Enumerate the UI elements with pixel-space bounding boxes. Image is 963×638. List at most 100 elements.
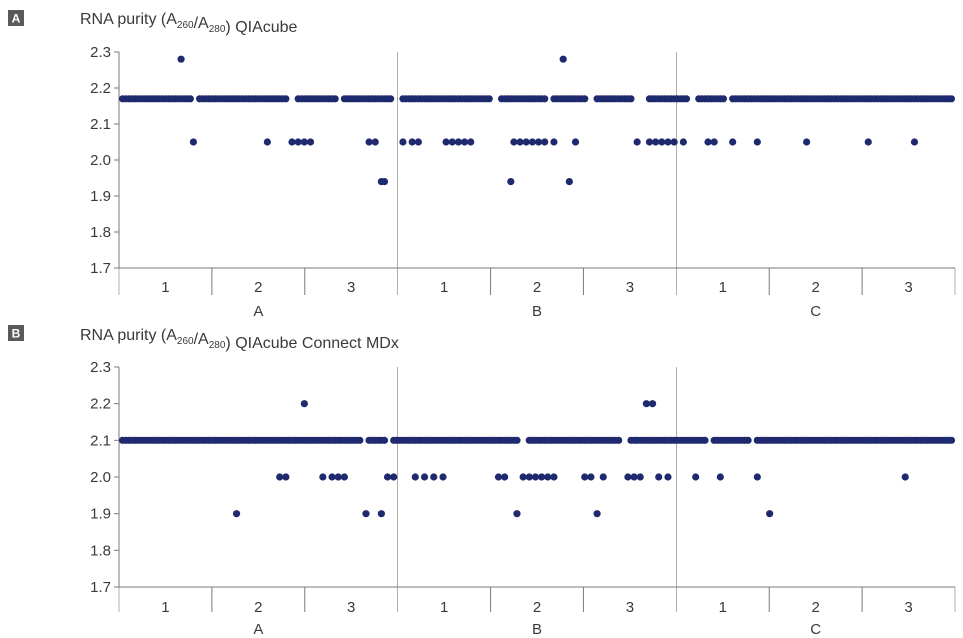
data-point bbox=[753, 138, 761, 146]
data-point bbox=[704, 138, 712, 146]
subgroup-label: 2 bbox=[811, 599, 819, 616]
y-tick-label: 1.7 bbox=[90, 260, 111, 277]
data-point bbox=[803, 138, 811, 146]
data-point bbox=[716, 473, 724, 481]
y-tick-label: 2.3 bbox=[90, 44, 111, 61]
data-point bbox=[430, 473, 438, 481]
data-point bbox=[599, 473, 607, 481]
data-point bbox=[642, 400, 650, 408]
data-point bbox=[682, 95, 691, 103]
data-point bbox=[365, 138, 373, 146]
title-text: /A bbox=[194, 15, 209, 32]
data-point bbox=[541, 95, 549, 103]
data-point bbox=[901, 473, 909, 481]
title-text: /A bbox=[194, 331, 209, 348]
data-point bbox=[186, 95, 194, 103]
subgroup-label: 3 bbox=[626, 599, 634, 616]
data-point bbox=[501, 473, 509, 481]
y-tick-label: 2.3 bbox=[90, 359, 111, 376]
data-point bbox=[513, 510, 521, 518]
subgroup-label: 3 bbox=[904, 599, 912, 616]
subgroup-label: 2 bbox=[254, 599, 262, 616]
data-point bbox=[910, 138, 919, 146]
data-point bbox=[525, 473, 533, 481]
y-tick-label: 1.7 bbox=[90, 579, 111, 596]
title-text: RNA purity (A bbox=[80, 11, 177, 28]
data-point bbox=[340, 473, 349, 481]
data-point bbox=[528, 138, 536, 146]
data-point bbox=[581, 95, 589, 103]
data-point bbox=[744, 436, 752, 444]
y-tick-label: 1.8 bbox=[90, 224, 111, 241]
data-point bbox=[550, 473, 558, 481]
data-point bbox=[460, 138, 469, 146]
data-point bbox=[633, 138, 641, 146]
subgroup-label: 1 bbox=[161, 599, 169, 616]
group-label: B bbox=[532, 621, 542, 638]
y-tick-label: 2.2 bbox=[90, 80, 111, 97]
subgroup-label: 1 bbox=[440, 279, 448, 296]
title-subscript: 260 bbox=[177, 20, 194, 31]
data-point bbox=[645, 138, 654, 146]
data-point bbox=[593, 510, 601, 518]
data-point bbox=[485, 95, 493, 103]
data-point bbox=[371, 138, 379, 146]
data-point bbox=[306, 138, 315, 146]
panel-badge bbox=[8, 325, 24, 341]
data-point bbox=[362, 510, 370, 518]
y-tick-label: 2.0 bbox=[90, 469, 111, 486]
subgroup-label: 1 bbox=[161, 279, 169, 296]
data-point bbox=[652, 138, 660, 146]
data-point bbox=[670, 138, 678, 146]
y-tick-label: 1.9 bbox=[90, 506, 111, 523]
data-point bbox=[282, 473, 290, 481]
panel-badge-label: B bbox=[12, 327, 21, 341]
data-point bbox=[377, 510, 385, 518]
data-point bbox=[541, 138, 549, 146]
group-label: A bbox=[253, 621, 263, 638]
data-point bbox=[294, 138, 302, 146]
subgroup-label: 2 bbox=[533, 599, 541, 616]
subgroup-label: 1 bbox=[719, 599, 727, 616]
data-point bbox=[467, 138, 475, 146]
data-point bbox=[947, 95, 956, 103]
chart-title: RNA purity (A260/A280) QIAcube bbox=[80, 11, 298, 36]
subgroup-label: 1 bbox=[440, 599, 448, 616]
data-point bbox=[420, 473, 429, 481]
data-point bbox=[587, 473, 595, 481]
title-subscript: 280 bbox=[209, 24, 226, 35]
group-label: C bbox=[810, 621, 821, 638]
data-point bbox=[766, 510, 774, 518]
data-point bbox=[177, 55, 185, 63]
data-point bbox=[581, 473, 589, 481]
data-point bbox=[454, 138, 463, 146]
data-point bbox=[513, 436, 521, 444]
y-tick-label: 2.0 bbox=[90, 152, 111, 169]
data-point bbox=[627, 95, 635, 103]
subgroup-label: 1 bbox=[719, 279, 727, 296]
subgroup-label: 2 bbox=[254, 279, 262, 296]
data-point bbox=[282, 95, 290, 103]
panel-badge bbox=[8, 10, 24, 26]
subgroup-label: 3 bbox=[347, 279, 355, 296]
data-point bbox=[390, 473, 398, 481]
subgroup-label: 3 bbox=[626, 279, 634, 296]
data-point bbox=[753, 473, 761, 481]
data-point bbox=[658, 138, 666, 146]
data-point bbox=[331, 95, 339, 103]
data-point bbox=[531, 473, 540, 481]
title-subscript: 280 bbox=[209, 340, 226, 351]
data-point bbox=[538, 473, 546, 481]
data-point bbox=[380, 178, 389, 186]
y-tick-label: 2.1 bbox=[90, 116, 111, 133]
data-point bbox=[544, 473, 552, 481]
data-point bbox=[408, 138, 416, 146]
data-point bbox=[624, 473, 632, 481]
group-label: C bbox=[810, 303, 821, 320]
data-point bbox=[319, 473, 327, 481]
data-point bbox=[300, 400, 308, 408]
data-point bbox=[263, 138, 271, 146]
data-point bbox=[383, 473, 392, 481]
title-text: RNA purity (A bbox=[80, 327, 177, 344]
